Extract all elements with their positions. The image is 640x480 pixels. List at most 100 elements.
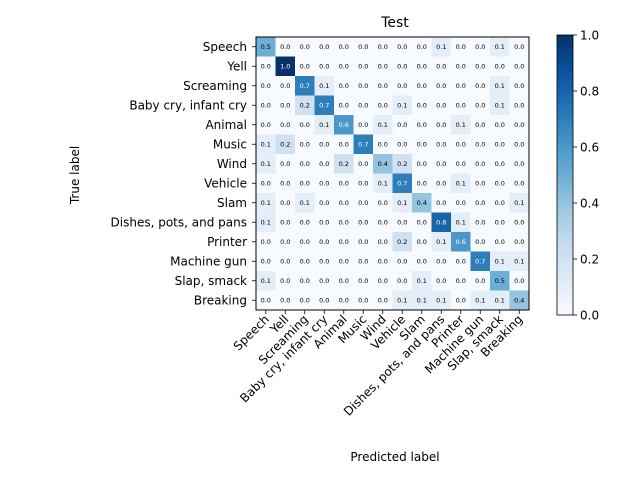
heatmap-cell: [373, 271, 393, 291]
heatmap-cell-value: 0.2: [397, 238, 407, 246]
heatmap-cell: [470, 76, 491, 96]
colorbar-tick-label: 0.4: [580, 196, 599, 210]
heatmap-cell: [451, 37, 471, 57]
heatmap-cell: [451, 251, 471, 272]
heatmap-cell: [256, 115, 276, 135]
heatmap-cell-value: 0.0: [436, 277, 446, 285]
heatmap-cell-value: 0.0: [475, 121, 485, 129]
heatmap-cell: [412, 134, 432, 155]
heatmap-cell-value: 0.0: [475, 43, 485, 51]
heatmap-cell-value: 0.0: [300, 297, 310, 305]
heatmap-cell: [509, 76, 530, 96]
heatmap-cell: [275, 193, 296, 213]
heatmap-cell-value: 0.0: [339, 219, 349, 227]
heatmap-cell: [256, 212, 276, 233]
heatmap-cell: [334, 56, 354, 77]
heatmap-cell: [334, 271, 354, 291]
heatmap-cell: [392, 76, 413, 96]
heatmap-cell-value: 0.0: [378, 199, 388, 207]
heatmap-cell-value: 0.1: [397, 297, 407, 305]
heatmap-cell-value: 0.1: [397, 199, 407, 207]
heatmap-cell-value: 0.0: [475, 160, 485, 168]
heatmap-cell: [451, 95, 471, 116]
heatmap-cell: [451, 134, 471, 155]
heatmap-cell: [373, 95, 393, 116]
heatmap-cell-value: 0.0: [319, 180, 329, 188]
heatmap-cell: [314, 37, 335, 57]
heatmap-cell-value: 0.0: [280, 102, 290, 110]
heatmap-cell-value: 0.0: [475, 238, 485, 246]
heatmap-cell-value: 0.0: [358, 102, 368, 110]
heatmap-cell: [373, 115, 393, 135]
heatmap-cell-value: 0.0: [397, 82, 407, 90]
heatmap-cell: [412, 271, 432, 291]
heatmap-cell-value: 0.0: [261, 238, 271, 246]
heatmap-cell: [353, 154, 374, 174]
heatmap-cell-value: 0.1: [319, 82, 329, 90]
heatmap-cell: [392, 134, 413, 155]
heatmap-cell: [412, 154, 432, 174]
heatmap-cell: [256, 56, 276, 77]
heatmap-cell: [314, 56, 335, 77]
heatmap-cell: [431, 76, 452, 96]
heatmap-cell: [451, 76, 471, 96]
heatmap-cell-value: 0.0: [280, 43, 290, 51]
heatmap-cell: [314, 76, 335, 96]
heatmap-cell-value: 0.0: [475, 277, 485, 285]
y-tick-label: Music: [213, 138, 247, 152]
heatmap-cell: [314, 232, 335, 252]
heatmap-cell: [412, 193, 432, 213]
heatmap-cell: [373, 56, 393, 77]
heatmap-cell-value: 0.0: [339, 43, 349, 51]
heatmap-cell: [353, 212, 374, 233]
heatmap-cell-value: 0.0: [358, 199, 368, 207]
heatmap-cell-value: 0.1: [456, 180, 466, 188]
heatmap-cell-value: 0.5: [261, 43, 271, 51]
heatmap-cell: [275, 154, 296, 174]
heatmap-cell: [353, 232, 374, 252]
heatmap-cell: [509, 271, 530, 291]
colorbar-tick-label: 1.0: [580, 28, 599, 42]
heatmap-cell-value: 0.0: [397, 121, 407, 129]
heatmap-cell: [392, 271, 413, 291]
heatmap-cell-value: 0.0: [358, 219, 368, 227]
heatmap-cell: [314, 251, 335, 272]
heatmap-cell: [509, 56, 530, 77]
heatmap-cell: [295, 76, 315, 96]
heatmap-cell: [470, 193, 491, 213]
heatmap-cell-value: 0.0: [358, 277, 368, 285]
y-tick-label: Machine gun: [170, 255, 247, 269]
heatmap-cell-value: 0.2: [397, 160, 407, 168]
heatmap-cell-value: 0.0: [417, 63, 427, 71]
heatmap-cell-value: 0.4: [417, 199, 427, 207]
heatmap-cell: [470, 95, 491, 116]
heatmap-cell-value: 0.0: [339, 180, 349, 188]
heatmap-cell-value: 0.0: [300, 180, 310, 188]
heatmap-cell: [431, 173, 452, 194]
heatmap-cell-value: 0.1: [456, 219, 466, 227]
heatmap-cell-value: 0.0: [456, 258, 466, 266]
heatmap-cell-value: 0.1: [378, 180, 388, 188]
heatmap-cell-value: 0.0: [378, 238, 388, 246]
heatmap-cell: [412, 290, 432, 311]
heatmap-cell-value: 0.7: [319, 102, 329, 110]
heatmap-cell: [470, 212, 491, 233]
heatmap-cell-value: 0.0: [319, 238, 329, 246]
heatmap-cell: [412, 251, 432, 272]
heatmap-cell-value: 0.2: [280, 141, 290, 149]
heatmap-cell-value: 0.1: [261, 219, 271, 227]
heatmap-cell: [334, 290, 354, 311]
heatmap-cell: [431, 154, 452, 174]
heatmap-cell: [314, 271, 335, 291]
heatmap-cell: [256, 95, 276, 116]
heatmap-cell-value: 0.5: [495, 277, 505, 285]
heatmap-cell: [431, 251, 452, 272]
heatmap-cell-value: 0.0: [436, 82, 446, 90]
heatmap-cell-value: 0.0: [475, 219, 485, 227]
heatmap-cell: [490, 37, 510, 57]
heatmap-cell: [314, 193, 335, 213]
heatmap-cell-value: 0.1: [261, 160, 271, 168]
y-tick-label: Animal: [205, 118, 247, 132]
heatmap-cell: [295, 134, 315, 155]
heatmap-cell-value: 0.1: [475, 297, 485, 305]
